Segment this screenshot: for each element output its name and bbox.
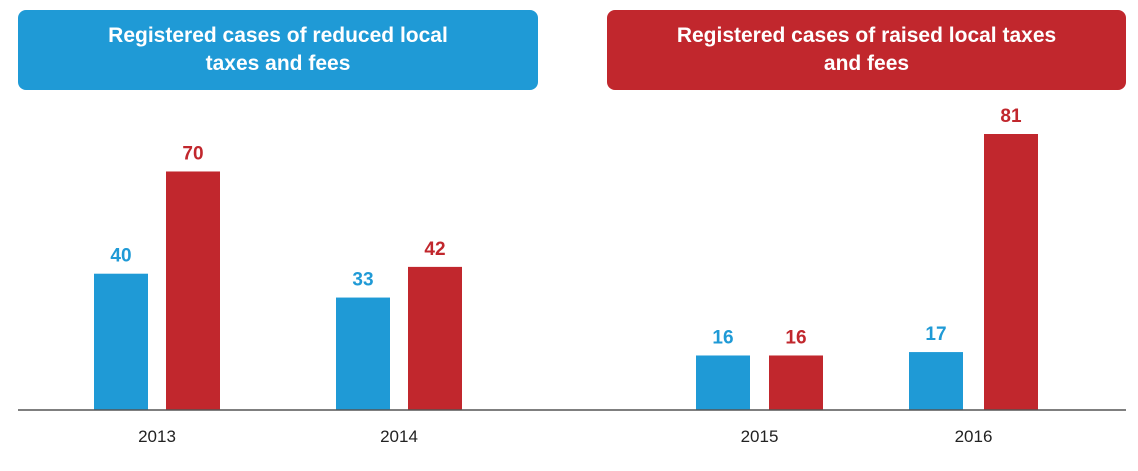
- legend-reduced-label: Registered cases of reduced local taxes …: [108, 24, 448, 75]
- bar-2013-raised: [166, 171, 220, 410]
- x-tick-label-2014: 2014: [380, 427, 418, 446]
- bar-2016-raised: [984, 134, 1038, 410]
- value-label-2016-raised: 81: [1000, 106, 1022, 127]
- bar-2015-raised: [769, 355, 823, 410]
- value-label-2013-raised: 70: [182, 143, 203, 164]
- bar-2015-reduced: [696, 355, 750, 410]
- legend-raised: Registered cases of raised local taxes a…: [607, 10, 1126, 90]
- legend-reduced: Registered cases of reduced local taxes …: [18, 10, 538, 90]
- value-label-2013-reduced: 40: [110, 246, 131, 267]
- x-tick-label-2013: 2013: [138, 427, 176, 446]
- legend-raised-label: Registered cases of raised local taxes a…: [676, 24, 1057, 75]
- bar-2014-raised: [408, 266, 462, 410]
- value-label-2016-reduced: 17: [925, 324, 946, 345]
- x-tick-label-2016: 2016: [955, 427, 993, 446]
- value-label-2015-raised: 16: [785, 327, 806, 348]
- bar-2014-reduced: [336, 297, 390, 410]
- x-tick-label-2015: 2015: [741, 427, 779, 446]
- value-label-2014-reduced: 33: [352, 270, 373, 291]
- bar-2013-reduced: [94, 273, 148, 410]
- bar-2016-reduced: [909, 352, 963, 410]
- value-label-2015-reduced: 16: [712, 327, 733, 348]
- value-label-2014-raised: 42: [424, 239, 445, 260]
